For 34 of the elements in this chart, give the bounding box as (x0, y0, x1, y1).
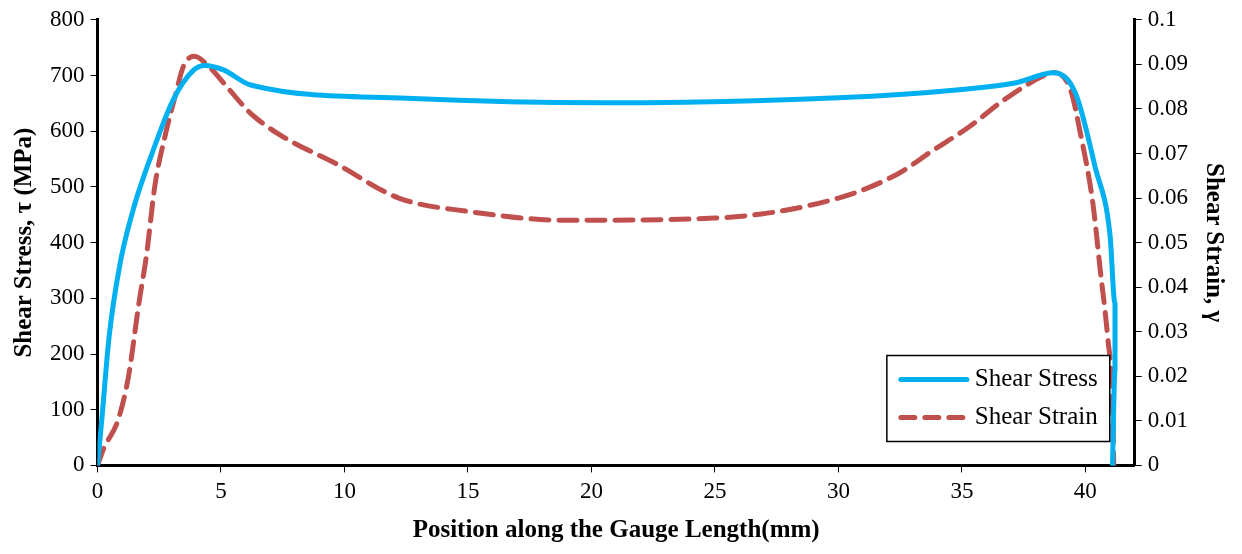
x-tick-label: 25 (703, 478, 727, 504)
x-tick-label: 30 (826, 478, 850, 504)
y-tick-label: 400 (50, 228, 85, 254)
x-tick-label: 40 (1073, 478, 1097, 504)
y-tick-label: 100 (50, 395, 85, 421)
x-tick-label: 20 (579, 478, 603, 504)
y2-tick-label: 0.08 (1147, 94, 1188, 120)
y2-tick-label: 0.03 (1147, 317, 1188, 343)
y2-tick-label: 0.07 (1147, 139, 1188, 165)
y2-tick-label: 0.02 (1147, 362, 1188, 388)
legend-label: Shear Stress (974, 363, 1098, 391)
y-axis-title: Shear Stress, τ (MPa) (9, 127, 38, 358)
y2-tick-label: 0.1 (1147, 5, 1177, 31)
x-tick-label: 5 (215, 478, 227, 504)
legend-label: Shear Strain (974, 401, 1099, 429)
y-tick-label: 500 (50, 172, 85, 198)
y-tick-label: 300 (50, 284, 85, 310)
x-tick-label: 10 (332, 478, 356, 504)
x-tick-label: 0 (91, 478, 104, 504)
y-tick-label: 700 (50, 61, 85, 87)
y-tick-label: 800 (50, 5, 85, 31)
y2-axis-title: Shear Strain, γ (1201, 163, 1229, 323)
y2-tick-label: 0.06 (1147, 184, 1188, 210)
y2-tick-label: 0.04 (1147, 273, 1189, 299)
y-tick-label: 600 (50, 117, 85, 143)
x-tick-label: 15 (456, 478, 480, 504)
x-tick-label: 35 (950, 478, 974, 504)
y2-tick-label: 0.09 (1147, 50, 1188, 76)
y-tick-label: 200 (50, 340, 85, 366)
y2-tick-label: 0.01 (1147, 406, 1188, 432)
y2-tick-label: 0 (1147, 451, 1160, 477)
y-tick-label: 0 (73, 451, 85, 477)
x-axis-title: Position along the Gauge Length(mm) (412, 515, 820, 544)
y2-tick-label: 0.05 (1147, 228, 1188, 254)
